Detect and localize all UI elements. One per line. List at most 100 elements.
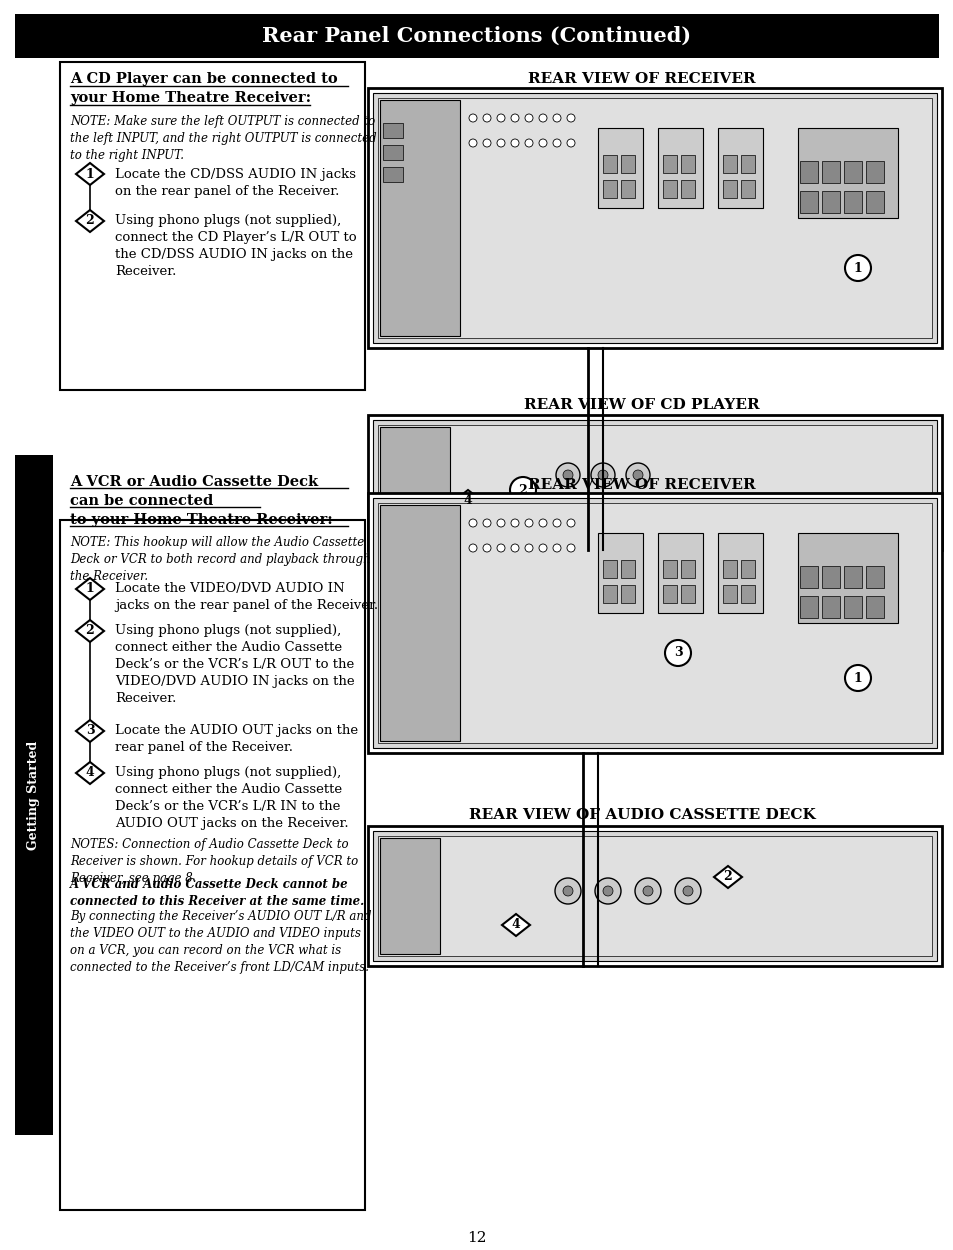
Bar	[718, 127, 762, 208]
Bar	[368, 826, 941, 966]
Circle shape	[602, 886, 613, 896]
Bar	[15, 455, 53, 1135]
Circle shape	[642, 886, 652, 896]
Bar	[718, 532, 762, 612]
Bar	[382, 168, 402, 182]
Circle shape	[511, 544, 518, 552]
Text: Locate the CD/DSS AUDIO IN jacks
on the rear panel of the Receiver.: Locate the CD/DSS AUDIO IN jacks on the …	[115, 168, 355, 198]
Bar	[373, 831, 936, 961]
Circle shape	[538, 519, 546, 528]
Circle shape	[566, 139, 575, 148]
Polygon shape	[454, 490, 481, 512]
Text: A VCR and Audio Cassette Deck cannot be
connected to this Receiver at the same t: A VCR and Audio Cassette Deck cannot be …	[70, 878, 364, 908]
Bar	[368, 415, 941, 550]
Circle shape	[625, 462, 649, 488]
Polygon shape	[713, 866, 741, 887]
Bar	[620, 180, 635, 198]
Bar	[620, 585, 635, 602]
Bar	[379, 838, 439, 954]
Circle shape	[553, 544, 560, 552]
Polygon shape	[76, 720, 104, 742]
Circle shape	[538, 114, 546, 122]
Bar	[821, 161, 840, 182]
Circle shape	[538, 544, 546, 552]
Bar	[821, 596, 840, 618]
Text: REAR VIEW OF AUDIO CASSETTE DECK: REAR VIEW OF AUDIO CASSETTE DECK	[468, 808, 815, 822]
Circle shape	[482, 139, 491, 148]
Bar	[800, 596, 817, 618]
Bar	[843, 596, 862, 618]
Circle shape	[469, 114, 476, 122]
Bar	[382, 122, 402, 138]
Text: NOTES: Connection of Audio Cassette Deck to
Receiver is shown. For hookup detail: NOTES: Connection of Audio Cassette Deck…	[70, 838, 358, 885]
Bar	[15, 14, 938, 58]
Bar	[843, 161, 862, 182]
Circle shape	[469, 519, 476, 528]
Bar	[722, 180, 737, 198]
Bar	[680, 585, 695, 602]
Text: your Home Theatre Receiver:: your Home Theatre Receiver:	[70, 91, 311, 105]
Polygon shape	[76, 162, 104, 185]
Bar	[658, 532, 702, 612]
Bar	[843, 191, 862, 213]
Circle shape	[510, 478, 536, 502]
Bar	[602, 585, 617, 602]
Circle shape	[538, 139, 546, 148]
Text: 4: 4	[463, 495, 472, 508]
Circle shape	[682, 886, 692, 896]
Bar	[740, 180, 754, 198]
Text: 12: 12	[467, 1231, 486, 1245]
Circle shape	[633, 470, 642, 480]
Bar	[368, 88, 941, 348]
Text: Using phono plugs (not supplied),
connect either the Audio Cassette
Deck’s or th: Using phono plugs (not supplied), connec…	[115, 624, 355, 705]
Circle shape	[511, 139, 518, 148]
Text: By connecting the Receiver’s AUDIO OUT L/R and
the VIDEO OUT to the AUDIO and VI: By connecting the Receiver’s AUDIO OUT L…	[70, 910, 371, 974]
Circle shape	[562, 470, 573, 480]
Circle shape	[497, 139, 504, 148]
Bar	[377, 425, 931, 540]
Bar	[740, 560, 754, 578]
Bar	[662, 155, 677, 172]
Polygon shape	[76, 210, 104, 232]
Circle shape	[555, 878, 580, 904]
Bar	[373, 498, 936, 748]
Bar	[382, 145, 402, 160]
Circle shape	[562, 886, 573, 896]
Polygon shape	[76, 762, 104, 784]
Text: Rear Panel Connections (Continued): Rear Panel Connections (Continued)	[262, 26, 691, 46]
Text: A VCR or Audio Cassette Deck: A VCR or Audio Cassette Deck	[70, 475, 317, 489]
Text: NOTE: This hookup will allow the Audio Cassette
Deck or VCR to both record and p: NOTE: This hookup will allow the Audio C…	[70, 536, 371, 582]
Bar	[843, 566, 862, 588]
Text: REAR VIEW OF RECEIVER: REAR VIEW OF RECEIVER	[528, 72, 755, 86]
Bar	[379, 505, 459, 741]
Bar	[865, 161, 883, 182]
Bar	[680, 155, 695, 172]
Text: 3: 3	[86, 725, 94, 738]
Circle shape	[664, 640, 690, 666]
Circle shape	[635, 878, 660, 904]
Polygon shape	[76, 578, 104, 600]
Bar	[797, 127, 897, 218]
Circle shape	[524, 114, 533, 122]
Bar	[722, 585, 737, 602]
Text: Getting Started: Getting Started	[28, 740, 40, 850]
Circle shape	[482, 519, 491, 528]
Bar	[800, 566, 817, 588]
Circle shape	[844, 255, 870, 281]
Bar	[379, 428, 450, 538]
Text: Using phono plugs (not supplied),
connect the CD Player’s L/R OUT to
the CD/DSS : Using phono plugs (not supplied), connec…	[115, 214, 356, 278]
Text: 4: 4	[511, 919, 519, 931]
Circle shape	[511, 114, 518, 122]
Bar	[662, 180, 677, 198]
Circle shape	[598, 470, 607, 480]
Text: to your Home Theatre Receiver:: to your Home Theatre Receiver:	[70, 512, 333, 528]
Circle shape	[590, 462, 615, 488]
Circle shape	[566, 519, 575, 528]
Bar	[598, 532, 642, 612]
Bar	[865, 566, 883, 588]
Circle shape	[524, 139, 533, 148]
Text: NOTE: Make sure the left OUTPUT is connected to
the left INPUT, and the right OU: NOTE: Make sure the left OUTPUT is conne…	[70, 115, 376, 162]
Bar	[740, 585, 754, 602]
Text: 2: 2	[518, 484, 527, 496]
Bar	[620, 155, 635, 172]
